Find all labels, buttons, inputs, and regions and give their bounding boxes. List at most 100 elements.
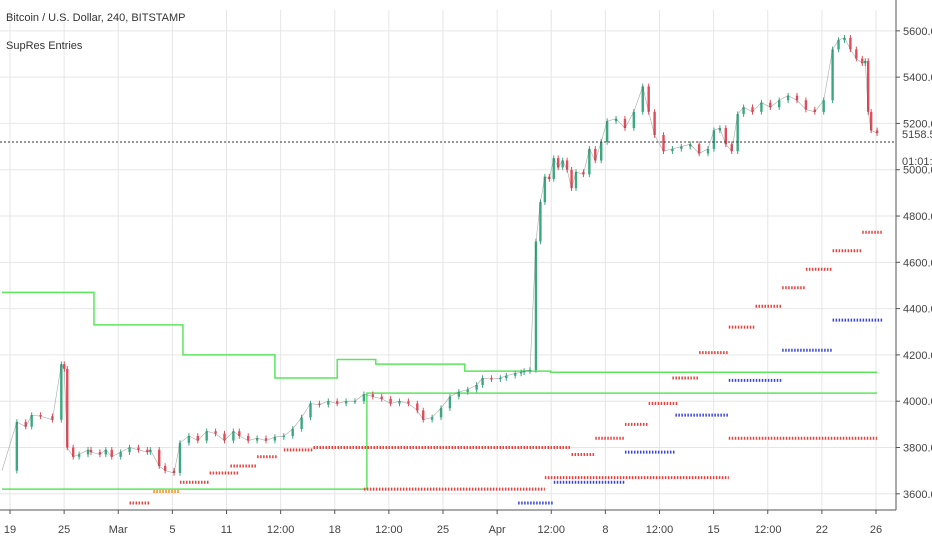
candle-body <box>380 396 383 399</box>
candle-body <box>77 454 81 457</box>
y-tick-label: 4200.00 <box>903 350 932 362</box>
candle-body <box>671 148 674 152</box>
candle-body <box>861 58 864 64</box>
candle-body <box>327 401 330 405</box>
candle-body <box>786 95 790 101</box>
candle-body <box>158 449 161 467</box>
candle-body <box>804 100 808 110</box>
candle-body <box>110 449 113 457</box>
candle-body <box>475 385 478 390</box>
x-tick-label: 8 <box>602 524 608 536</box>
candle-body <box>344 401 348 404</box>
candle-body <box>104 449 108 455</box>
x-tick-label: 12:00 <box>537 524 565 536</box>
candle-body <box>318 403 321 405</box>
candle-body <box>371 394 375 397</box>
candle-body <box>119 452 122 457</box>
y-tick-label: 5400.00 <box>903 72 932 84</box>
candle-body <box>39 415 42 417</box>
x-tick-label: 12:00 <box>375 524 403 536</box>
candle-body <box>398 401 401 404</box>
candle-body <box>647 86 650 112</box>
candle-body <box>214 431 217 434</box>
candle-body <box>149 449 152 453</box>
candle-body <box>30 415 33 427</box>
candle-body <box>24 422 27 427</box>
candle-body <box>795 95 799 101</box>
candle-body <box>778 100 781 108</box>
candle-body <box>632 111 636 129</box>
candle-body <box>255 438 259 441</box>
y-tick-label: 3600.00 <box>903 489 932 501</box>
candle-body <box>869 111 873 131</box>
candle-body <box>867 60 870 112</box>
candle-body <box>128 447 131 453</box>
candle-body <box>273 437 277 441</box>
candle-body <box>15 422 19 471</box>
candle-body <box>430 417 434 420</box>
candle-body <box>300 417 303 429</box>
y-tick-label: 4800.00 <box>903 211 932 223</box>
last-price-value: 5158.54 <box>902 129 932 141</box>
y-tick-label: 5600.00 <box>903 26 932 38</box>
candle-body <box>137 447 140 450</box>
price-axis[interactable]: 3600.00 3800.00 4000.00 4200.00 4400.00 4600.… <box>895 0 932 510</box>
candle-body <box>706 148 710 154</box>
candle-body <box>528 369 532 372</box>
x-tick-label: 26 <box>870 524 882 536</box>
candle-body <box>282 435 286 438</box>
candle-body <box>389 398 392 404</box>
candle-body <box>457 391 461 397</box>
last-price-tag: 5158.54 01:01:52 <box>897 129 932 168</box>
candle-body <box>499 378 502 380</box>
symbol-title: Bitcoin / U.S. Dollar, 240, BITSTAMP <box>6 12 186 24</box>
candle-body <box>490 378 493 380</box>
candle-body <box>680 146 683 149</box>
x-tick-label: 19 <box>4 524 16 536</box>
candle-body <box>751 107 754 112</box>
candle-body <box>513 373 517 376</box>
candle-body <box>875 130 879 134</box>
candle-body <box>539 202 542 242</box>
candle-body <box>247 435 250 441</box>
candle-body <box>543 176 547 203</box>
candle-body <box>86 449 90 455</box>
candle-body <box>662 135 665 152</box>
candle-body <box>481 378 484 385</box>
y-tick-label: 3800.00 <box>903 443 932 455</box>
candle-body <box>448 396 452 409</box>
grid <box>0 10 896 510</box>
countdown-value: 01:01:52 <box>902 156 932 168</box>
candle-body <box>407 401 410 404</box>
indicator-label[interactable]: SupRes Entries <box>6 40 83 52</box>
candle-body <box>730 144 733 152</box>
candle-body <box>831 49 834 101</box>
candle-body <box>205 431 208 441</box>
candle-body <box>522 371 526 373</box>
candle-body <box>466 389 469 392</box>
candle-body <box>623 118 627 129</box>
x-tick-label: Apr <box>489 524 506 536</box>
price-line <box>1 37 878 474</box>
x-tick-label: 25 <box>437 524 449 536</box>
candle-body <box>519 372 523 374</box>
x-tick-label: 11 <box>221 524 232 536</box>
candle-body <box>822 100 825 112</box>
candle-body <box>742 107 745 115</box>
y-tick-label: 4400.00 <box>903 304 932 316</box>
candle-body <box>71 447 75 457</box>
y-tick-label: 4000.00 <box>903 396 932 408</box>
candle-body <box>614 118 618 122</box>
candle-body <box>724 128 728 145</box>
candle-body <box>813 109 817 112</box>
candle-body <box>760 102 763 112</box>
candle-body <box>291 428 294 436</box>
candle-body <box>353 401 357 403</box>
time-axis[interactable]: 19 25 Mar 5 11 12:00 18 12:00 25 Apr 12:00 8 12:00 15… <box>0 509 896 536</box>
candle-body <box>362 394 366 402</box>
candles <box>1 35 879 476</box>
candle-body <box>309 403 312 418</box>
x-tick-label: 22 <box>816 524 828 536</box>
